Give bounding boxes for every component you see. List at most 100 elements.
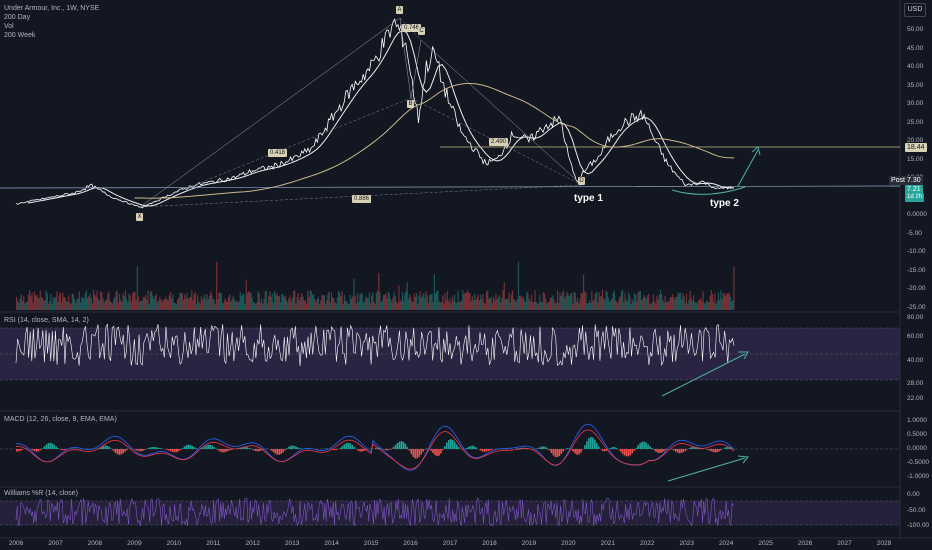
volume-bar — [408, 294, 411, 310]
volume-bar — [642, 298, 644, 310]
macd-histogram-bar — [590, 436, 592, 449]
point-c: C — [418, 27, 425, 35]
volume-bar — [68, 295, 70, 310]
volume-bar — [418, 295, 420, 310]
year-tick-label: 2010 — [166, 540, 182, 547]
macd-histogram-bar — [467, 446, 470, 449]
volume-bar — [187, 299, 189, 310]
macd-histogram-bar — [544, 446, 547, 449]
macd-histogram-bar — [444, 446, 446, 449]
volume-bar — [258, 293, 260, 310]
volume-bar — [649, 303, 651, 310]
volume-bar — [257, 291, 259, 310]
volume-bar — [60, 302, 63, 310]
volume-bar — [153, 298, 155, 310]
macd-histogram-bar — [386, 449, 389, 451]
volume-bar — [617, 303, 619, 310]
macd-histogram-bar — [641, 441, 643, 449]
volume-bar — [445, 300, 447, 310]
macd-histogram-bar — [55, 446, 58, 449]
volume-bar — [612, 293, 614, 310]
volume-bar — [188, 297, 191, 310]
macd-histogram-bar — [25, 448, 28, 449]
volume-bar — [185, 298, 187, 310]
volume-bar — [287, 302, 289, 310]
macd-histogram-bar — [63, 449, 65, 451]
volume-bar — [88, 296, 90, 310]
macd-histogram-bar — [231, 449, 233, 450]
macd-histogram-bar — [122, 449, 125, 454]
volume-bar — [491, 303, 494, 310]
volume-bar — [263, 299, 265, 310]
volume-bar — [700, 297, 702, 310]
volume-bar — [302, 296, 304, 310]
volume-bar — [610, 299, 612, 310]
year-tick-label: 2006 — [8, 540, 24, 547]
volume-bar — [541, 302, 543, 310]
breakout-arrowhead — [751, 146, 761, 156]
macd-histogram-bar — [134, 449, 136, 450]
volume-bar — [261, 298, 263, 310]
volume-bar — [211, 294, 213, 310]
macd-histogram-bar — [706, 449, 709, 450]
macd-histogram-bar — [592, 437, 594, 449]
volume-bar — [72, 293, 75, 310]
volume-bar — [439, 302, 441, 310]
volume-bar — [722, 292, 724, 310]
macd-histogram-bar — [536, 448, 539, 449]
volume-bar — [618, 298, 620, 310]
volume-bar — [568, 296, 570, 310]
volume-bar — [546, 303, 548, 310]
volume-bar — [599, 296, 601, 310]
macd-histogram-bar — [278, 449, 280, 455]
volume-bar — [417, 303, 419, 310]
volume-bar — [587, 303, 589, 310]
volume-bar — [669, 297, 671, 310]
volume-bar — [560, 295, 562, 310]
year-tick-label: 2023 — [679, 540, 694, 547]
macd-histogram-bar — [211, 445, 213, 449]
volume-bar — [517, 261, 520, 310]
volume-bar — [70, 303, 72, 310]
macd-histogram-bar — [292, 445, 294, 449]
volume-bar — [175, 303, 177, 310]
volume-bar — [632, 301, 634, 310]
macd-histogram-bar — [580, 449, 582, 453]
price-tick-label: 45.00 — [907, 44, 924, 52]
volume-bar — [423, 292, 425, 310]
volume-bar — [87, 297, 89, 310]
study-200-day[interactable]: 200 Day — [4, 14, 31, 21]
macd-histogram-bar — [341, 446, 344, 449]
volume-bar — [303, 300, 305, 310]
volume-bar — [542, 292, 544, 310]
currency-button[interactable]: USD — [904, 3, 926, 17]
volume-bar — [225, 300, 227, 310]
volume-bar — [675, 297, 677, 310]
volume-bar — [107, 293, 109, 310]
volume-bar — [572, 303, 574, 310]
volume-bar — [677, 292, 679, 310]
macd-histogram-bar — [33, 449, 36, 452]
macd-histogram-bar — [578, 449, 580, 455]
volume-bar — [729, 296, 731, 310]
volume-bar — [327, 293, 329, 310]
study-200-week[interactable]: 200 Week — [4, 32, 36, 39]
volume-bar — [78, 291, 80, 310]
volume-bar — [636, 301, 638, 310]
macd-histogram-bar — [375, 447, 377, 449]
volume-bar — [696, 303, 698, 310]
volume-bar — [381, 300, 383, 310]
rsi-tick-label: 60.00 — [907, 333, 924, 340]
macd-histogram-bar — [213, 446, 215, 449]
volume-bar — [34, 295, 37, 310]
volume-bar — [567, 293, 569, 310]
volume-bar — [347, 303, 349, 310]
volume-bar — [424, 298, 426, 310]
macd-histogram-bar — [560, 449, 563, 455]
macd-histogram-bar — [517, 448, 519, 449]
macd-divergence-line — [667, 457, 746, 482]
volume-bar — [109, 300, 111, 310]
study-vol[interactable]: Vol — [4, 23, 14, 30]
macd-histogram-bar — [207, 444, 209, 449]
